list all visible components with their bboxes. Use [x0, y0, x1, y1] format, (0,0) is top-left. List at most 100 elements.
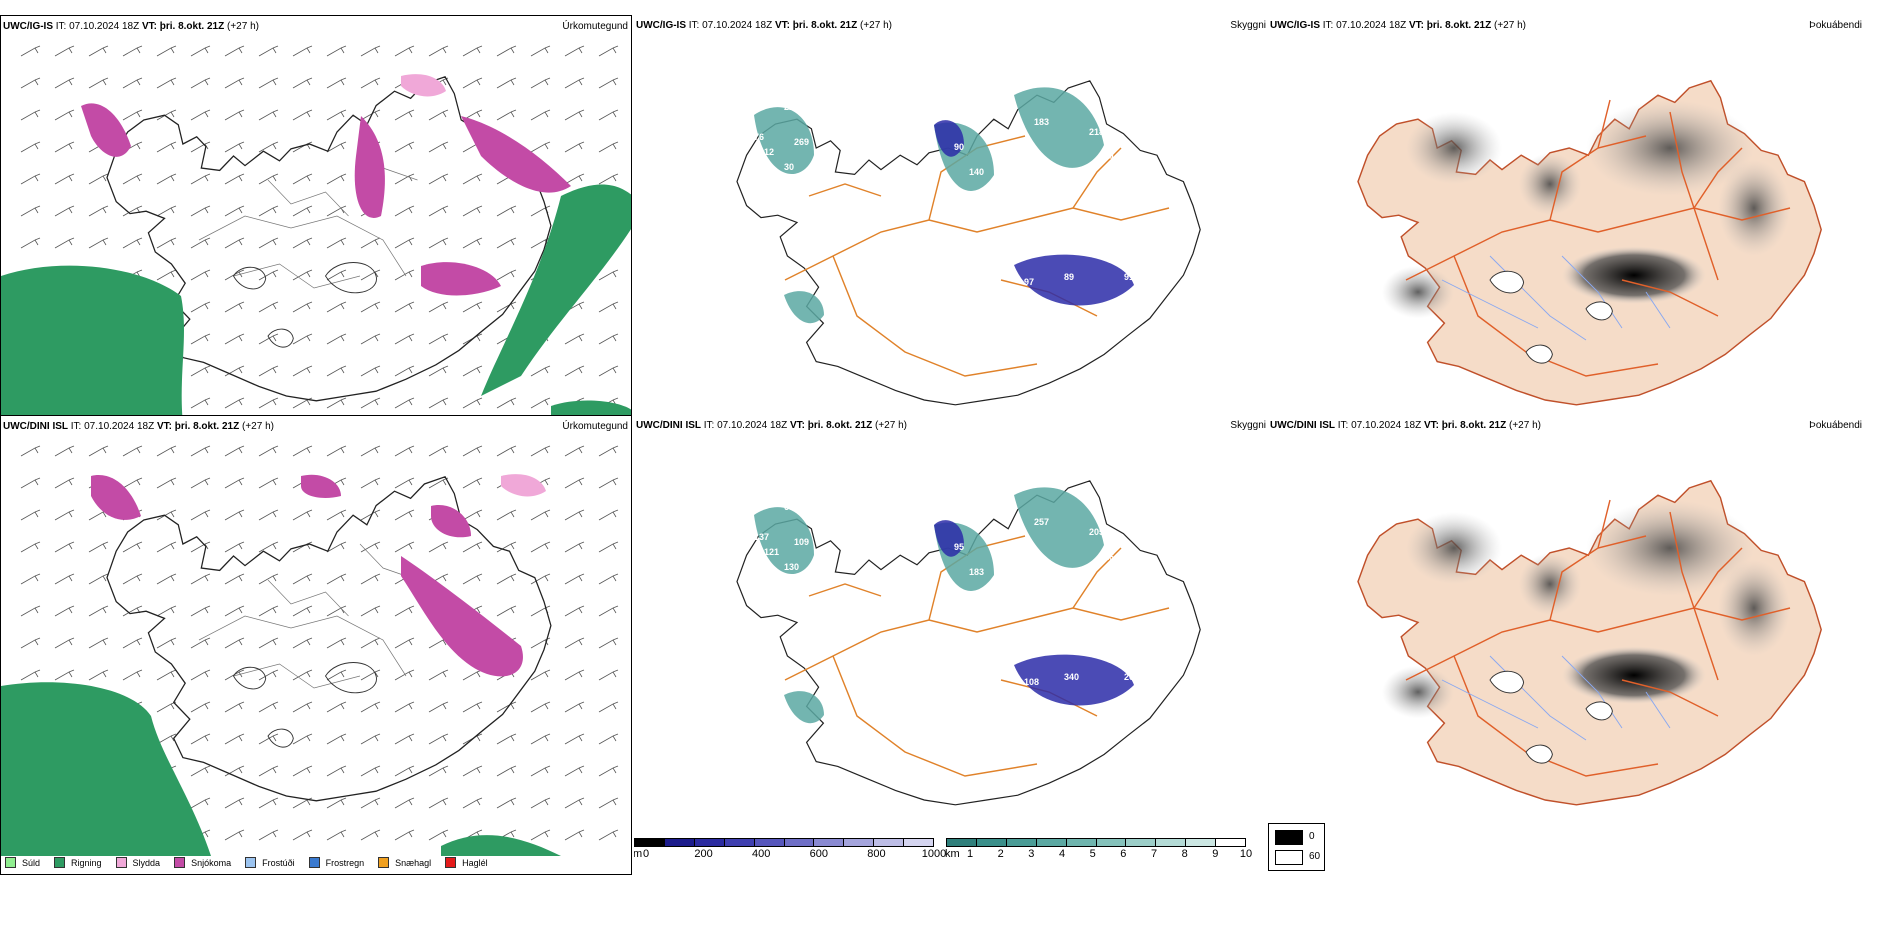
ceiling-label: 189 — [1044, 227, 1059, 237]
wind-barb — [462, 669, 483, 681]
colorbar-tick: 4 — [1058, 848, 1066, 860]
wind-barb — [598, 541, 619, 553]
wind-barb — [156, 77, 177, 89]
wind-barb — [360, 237, 381, 249]
wind-barb — [326, 701, 347, 713]
precip-map — [1, 445, 619, 856]
wind-barb — [54, 637, 75, 649]
colorbar-cell — [814, 839, 845, 846]
wind-barb — [122, 637, 143, 649]
legend-item: Súld — [5, 857, 40, 868]
wind-barb — [462, 397, 483, 409]
visibility-area — [1014, 654, 1134, 706]
wind-barb — [462, 573, 483, 585]
ceiling-label: 127 — [1104, 167, 1119, 177]
wind-barb — [326, 45, 347, 57]
wind-barb — [530, 509, 551, 521]
legend-swatch — [378, 857, 390, 868]
wind-barb — [360, 605, 381, 617]
wind-barb — [122, 669, 143, 681]
wind-barb — [598, 173, 619, 185]
wind-barb — [224, 477, 245, 489]
legend-item: Snjókoma — [174, 857, 231, 868]
wind-barb — [88, 205, 109, 217]
wind-barb — [360, 669, 381, 681]
wind-barb — [530, 669, 551, 681]
wind-barb — [360, 573, 381, 585]
wind-barb — [190, 365, 211, 377]
wind-barb — [88, 445, 109, 457]
wind-barb — [428, 333, 449, 345]
wind-barb — [564, 797, 585, 809]
ceiling-label: 130 — [784, 562, 799, 572]
wind-barb — [462, 365, 483, 377]
wind-barb — [224, 397, 245, 409]
wind-barb — [394, 765, 415, 777]
wind-barb — [360, 797, 381, 809]
precip-area — [501, 474, 546, 497]
colorbar-tick: 200 — [694, 848, 713, 860]
legend-swatch — [174, 857, 186, 868]
visibility-area — [1014, 254, 1134, 306]
wind-barb — [258, 509, 279, 521]
wind-barb — [54, 205, 75, 217]
wind-barb — [496, 509, 517, 521]
wind-barb — [190, 445, 211, 457]
wind-barb — [20, 669, 41, 681]
fog-area — [1518, 552, 1582, 616]
legend-label: Frostúði — [262, 857, 295, 868]
wind-barb — [326, 205, 347, 217]
wind-barb — [224, 109, 245, 121]
wind-barb — [360, 333, 381, 345]
fog-area — [1718, 160, 1790, 256]
wind-barb — [88, 77, 109, 89]
wind-barb — [292, 269, 313, 281]
visibility-area — [754, 507, 814, 575]
legend-label: Rigning — [71, 857, 102, 868]
legend-item: Snæhagl — [378, 857, 431, 868]
ceiling-label: 269 — [794, 137, 809, 147]
precip-legend: Súld Rigning Slydda Snjókoma Frostúði Frostre… — [5, 857, 502, 868]
wind-barb — [530, 541, 551, 553]
colorbar-tick: 8 — [1181, 848, 1188, 860]
ceiling-label: 183 — [1034, 117, 1049, 127]
fog-area — [1586, 100, 1754, 196]
precip-area — [91, 475, 141, 520]
wind-barb — [20, 509, 41, 521]
wind-barb — [564, 669, 585, 681]
wind-barb — [564, 765, 585, 777]
wind-barb — [428, 141, 449, 153]
wind-barb — [462, 477, 483, 489]
wind-barb — [156, 269, 177, 281]
precip-type-panel: UWC/IG-IS IT: 07.10.2024 18Z VT: þri. 8.… — [0, 15, 632, 475]
wind-barb — [598, 669, 619, 681]
wind-barb — [462, 445, 483, 457]
wind-barb — [292, 669, 313, 681]
wind-barb — [462, 301, 483, 313]
wind-barb — [530, 365, 551, 377]
wind-barb — [428, 365, 449, 377]
wind-barb — [258, 301, 279, 313]
wind-barb — [530, 445, 551, 457]
wind-barb — [258, 573, 279, 585]
wind-barb — [598, 445, 619, 457]
legend-item: Haglél — [445, 857, 488, 868]
wind-barb — [258, 45, 279, 57]
wind-barb — [530, 45, 551, 57]
wind-barb — [564, 173, 585, 185]
model-name: UWC/DINI ISL — [636, 420, 701, 431]
wind-barb — [190, 237, 211, 249]
lead-time: (+27 h) — [1509, 420, 1541, 431]
colorbar-tick: 1 — [966, 848, 974, 860]
wind-barb — [598, 765, 619, 777]
legend-swatch — [245, 857, 257, 868]
wind-barb — [88, 669, 109, 681]
wind-barb — [224, 509, 245, 521]
legend-item: Frostregn — [308, 857, 364, 868]
wind-barb — [54, 477, 75, 489]
wind-barb — [326, 109, 347, 121]
wind-barb — [598, 509, 619, 521]
lead-time: (+27 h) — [875, 420, 907, 431]
wind-barb — [530, 733, 551, 745]
ceiling-label: 183 — [969, 567, 984, 577]
